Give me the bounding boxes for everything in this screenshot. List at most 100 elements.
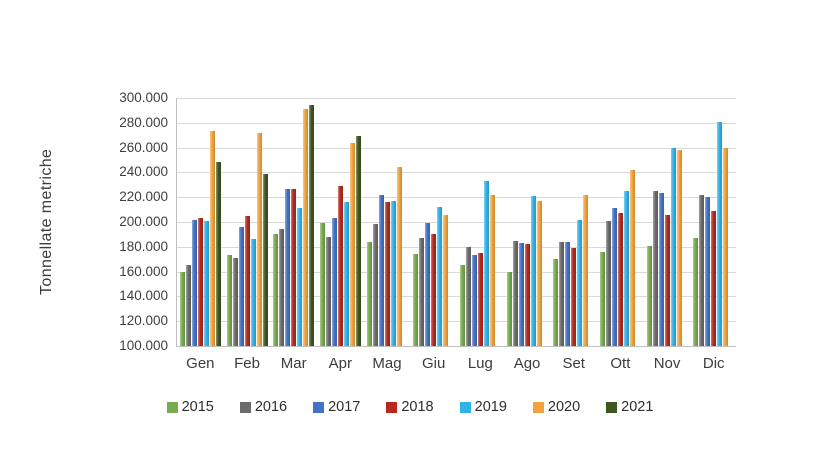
- bar-2015-giu: [413, 254, 419, 346]
- bar-2018-set: [571, 248, 577, 346]
- bar-2018-lug: [477, 253, 483, 346]
- bar-2020-dic: [723, 147, 729, 346]
- y-tick-label: 220.000: [119, 189, 168, 205]
- bar-2019-feb: [250, 239, 256, 346]
- bar-2017-ott: [611, 208, 617, 346]
- bar-2020-gen: [209, 131, 215, 346]
- bar-2017-giu: [425, 223, 431, 346]
- bar-group-ago: [504, 98, 551, 346]
- bar-2021-mar: [309, 105, 315, 346]
- y-tick-label: 160.000: [119, 263, 168, 279]
- bar-2018-mag: [384, 202, 390, 346]
- bar-2018-dic: [711, 210, 717, 346]
- bar-2016-nov: [652, 191, 658, 346]
- gridline: [176, 222, 736, 223]
- bar-2015-dic: [693, 238, 699, 346]
- x-axis-label-nov: Nov: [653, 355, 681, 372]
- bar-group-giu: [410, 98, 457, 346]
- bar-2016-ago: [512, 240, 518, 346]
- bar-2018-feb: [244, 215, 250, 346]
- gridline: [176, 271, 736, 273]
- y-tick-label: 140.000: [119, 288, 168, 304]
- x-axis-line: [176, 346, 736, 347]
- y-axis-line: [176, 98, 177, 346]
- y-tick-label: 260.000: [119, 139, 168, 155]
- x-axis-label-giu: Giu: [422, 355, 446, 372]
- gridline: [176, 321, 736, 323]
- bar-2020-ago: [536, 200, 542, 346]
- x-axis-labels: Gen Feb Mar Apr Mag Giu Lug Ago Set Ott Nov Dic: [177, 355, 737, 372]
- bar-2019-mar: [297, 208, 303, 346]
- legend-swatch-icon: [606, 401, 618, 413]
- bar-2015-mag: [366, 241, 372, 346]
- bar-group-mag: [364, 98, 411, 346]
- y-tick-label: 100.000: [119, 338, 168, 353]
- bar-2016-giu: [419, 238, 425, 346]
- bar-2019-nov: [670, 147, 676, 346]
- legend-item-2017: 2017: [313, 399, 360, 415]
- bar-2015-gen: [179, 271, 185, 346]
- legend-label: 2018: [401, 399, 434, 415]
- bar-group-nov: [644, 98, 691, 346]
- gridline: [176, 246, 736, 248]
- bar-2018-giu: [431, 234, 437, 346]
- bar-2019-ott: [623, 191, 629, 346]
- bar-2018-mar: [291, 188, 297, 346]
- bar-2016-lug: [465, 246, 471, 346]
- legend-label: 2015: [181, 399, 214, 415]
- bar-group-gen: [177, 98, 224, 346]
- bar-2017-apr: [331, 218, 337, 346]
- bar-group-mar: [270, 98, 317, 346]
- bar-2018-gen: [197, 218, 203, 346]
- legend-item-2015: 2015: [166, 399, 214, 415]
- x-axis-label-ago: Ago: [513, 355, 541, 372]
- legend-swatch-icon: [239, 401, 251, 413]
- bar-2015-mar: [273, 234, 279, 346]
- legend-label: 2019: [474, 399, 507, 415]
- bar-2018-nov: [664, 214, 670, 346]
- y-tick-label: 120.000: [119, 313, 168, 329]
- bar-2019-gen: [203, 220, 209, 346]
- bar-2015-lug: [459, 265, 465, 346]
- bar-2017-lug: [471, 255, 477, 346]
- bar-2020-set: [583, 194, 589, 346]
- y-tick-label: 200.000: [119, 214, 168, 229]
- bar-2017-mar: [285, 188, 291, 346]
- legend-swatch-icon: [386, 401, 398, 413]
- bar-2015-ago: [506, 271, 512, 346]
- y-tick-label: 300.000: [119, 90, 168, 105]
- legend-item-2021: 2021: [606, 399, 653, 415]
- bar-2020-lug: [489, 194, 495, 346]
- gridline: [176, 296, 736, 298]
- bar-2015-nov: [646, 245, 652, 346]
- legend-label: 2017: [328, 399, 361, 415]
- legend-item-2016: 2016: [239, 399, 287, 415]
- bar-2019-apr: [343, 202, 349, 346]
- x-axis-label-set: Set: [562, 355, 585, 372]
- bar-2020-mag: [396, 167, 402, 346]
- bar-2016-set: [559, 241, 565, 346]
- x-axis-label-apr: Apr: [328, 355, 353, 372]
- bar-2018-ott: [617, 213, 623, 346]
- bar-2016-mag: [372, 224, 378, 346]
- bar-2019-mag: [390, 200, 396, 346]
- bar-2016-apr: [325, 236, 331, 346]
- bar-2017-nov: [658, 193, 664, 346]
- bar-group-feb: [224, 98, 271, 346]
- bar-2020-mar: [303, 109, 309, 346]
- bar-2017-feb: [238, 226, 244, 346]
- legend-label: 2020: [547, 399, 581, 415]
- bar-2020-apr: [349, 142, 355, 346]
- y-axis-title: Tonnellate metriche: [38, 148, 55, 296]
- bar-2021-gen: [215, 162, 221, 346]
- legend-label: 2021: [621, 399, 654, 415]
- bar-group-apr: [317, 98, 364, 346]
- bar-2019-giu: [437, 207, 443, 346]
- legend: 2015 2016 2017 2018 2019 2020 2021: [0, 399, 820, 415]
- x-axis-label-dic: Dic: [702, 355, 725, 372]
- bar-2021-apr: [355, 136, 361, 346]
- bar-2020-nov: [676, 150, 682, 346]
- legend-item-2019: 2019: [459, 399, 507, 415]
- plot-area: [177, 98, 737, 346]
